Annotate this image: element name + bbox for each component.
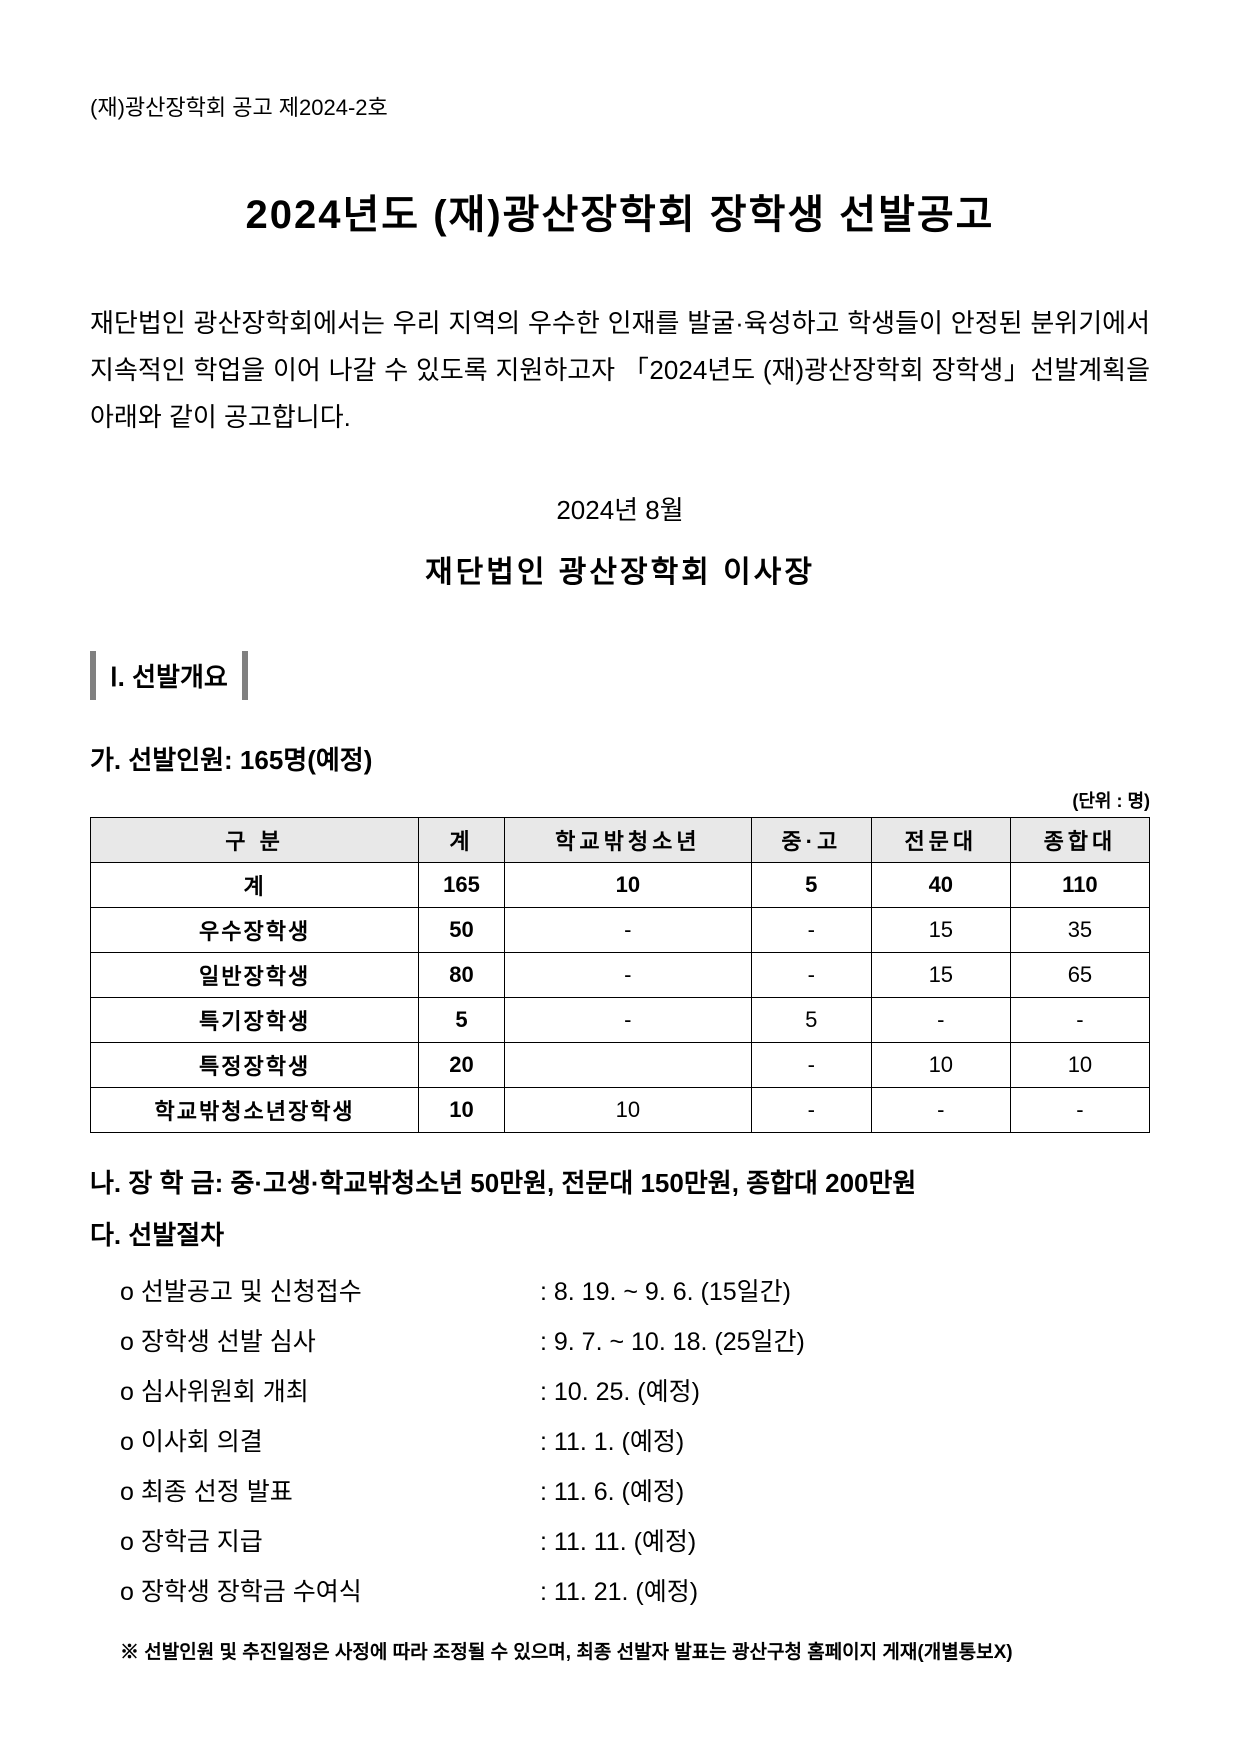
table-cell: 계: [91, 863, 419, 908]
procedure-label: o 최종 선정 발표: [120, 1467, 540, 1517]
table-header: 전문대: [871, 818, 1010, 863]
procedure-label: o 장학생 선발 심사: [120, 1317, 540, 1367]
procedure-item: o 장학생 선발 심사 : 9. 7. ~ 10. 18. (25일간): [120, 1317, 1150, 1367]
table-cell: [504, 1043, 751, 1088]
procedure-list: o 선발공고 및 신청접수 : 8. 19. ~ 9. 6. (15일간) o …: [90, 1267, 1150, 1617]
procedure-date: : 9. 7. ~ 10. 18. (25일간): [540, 1317, 1150, 1367]
table-cell: 35: [1010, 908, 1149, 953]
procedure-date: : 11. 6. (예정): [540, 1467, 1150, 1517]
table-cell: 특기장학생: [91, 998, 419, 1043]
table-cell: 10: [1010, 1043, 1149, 1088]
table-row: 학교밖청소년장학생 10 10 - - -: [91, 1088, 1150, 1133]
subsection-a: 가. 선발인원: 165명(예정): [90, 740, 1150, 777]
table-cell: -: [1010, 1088, 1149, 1133]
table-cell: 10: [504, 1088, 751, 1133]
table-cell: 15: [871, 908, 1010, 953]
page-title: 2024년도 (재)광산장학회 장학생 선발공고: [90, 182, 1150, 240]
table-row: 일반장학생 80 - - 15 65: [91, 953, 1150, 998]
procedure-label: o 장학금 지급: [120, 1517, 540, 1567]
procedure-item: o 이사회 의결 : 11. 1. (예정): [120, 1417, 1150, 1467]
footnote: ※ 선발인원 및 추진일정은 사정에 따라 조정될 수 있으며, 최종 선발자 …: [90, 1637, 1150, 1664]
table-header: 계: [419, 818, 505, 863]
procedure-date: : 8. 19. ~ 9. 6. (15일간): [540, 1267, 1150, 1317]
procedure-item: o 선발공고 및 신청접수 : 8. 19. ~ 9. 6. (15일간): [120, 1267, 1150, 1317]
table-cell: 5: [751, 998, 871, 1043]
procedure-label: o 장학생 장학금 수여식: [120, 1567, 540, 1617]
section-heading-1: Ⅰ. 선발개요: [90, 651, 248, 700]
table-cell: -: [504, 908, 751, 953]
table-cell: 10: [871, 1043, 1010, 1088]
table-cell: 우수장학생: [91, 908, 419, 953]
table-cell: 특정장학생: [91, 1043, 419, 1088]
table-unit-label: (단위 : 명): [90, 787, 1150, 813]
table-cell: -: [751, 1088, 871, 1133]
table-header: 학교밖청소년: [504, 818, 751, 863]
table-cell: 50: [419, 908, 505, 953]
signatory: 재단법인 광산장학회 이사장: [90, 547, 1150, 591]
table-cell: 학교밖청소년장학생: [91, 1088, 419, 1133]
procedure-date: : 11. 1. (예정): [540, 1417, 1150, 1467]
procedure-label: o 선발공고 및 신청접수: [120, 1267, 540, 1317]
table-cell: 40: [871, 863, 1010, 908]
procedure-label: o 심사위원회 개최: [120, 1367, 540, 1417]
procedure-item: o 장학생 장학금 수여식 : 11. 21. (예정): [120, 1567, 1150, 1617]
procedure-item: o 최종 선정 발표 : 11. 6. (예정): [120, 1467, 1150, 1517]
table-header: 구 분: [91, 818, 419, 863]
table-header: 종합대: [1010, 818, 1149, 863]
table-cell: -: [751, 908, 871, 953]
table-row: 특기장학생 5 - 5 - -: [91, 998, 1150, 1043]
procedure-label: o 이사회 의결: [120, 1417, 540, 1467]
table-cell: -: [751, 953, 871, 998]
table-cell: -: [1010, 998, 1149, 1043]
subsection-b: 나. 장 학 금: 중·고생·학교밖청소년 50만원, 전문대 150만원, 종…: [90, 1163, 1150, 1200]
table-cell: 15: [871, 953, 1010, 998]
table-row: 특정장학생 20 - 10 10: [91, 1043, 1150, 1088]
table-cell: 165: [419, 863, 505, 908]
table-cell: 10: [504, 863, 751, 908]
table-cell: -: [504, 953, 751, 998]
date-line: 2024년 8월: [90, 490, 1150, 527]
intro-paragraph: 재단법인 광산장학회에서는 우리 지역의 우수한 인재를 발굴·육성하고 학생들…: [90, 300, 1150, 440]
table-header-row: 구 분 계 학교밖청소년 중·고 전문대 종합대: [91, 818, 1150, 863]
table-cell: 5: [419, 998, 505, 1043]
procedure-item: o 심사위원회 개최 : 10. 25. (예정): [120, 1367, 1150, 1417]
procedure-item: o 장학금 지급 : 11. 11. (예정): [120, 1517, 1150, 1567]
table-cell: -: [751, 1043, 871, 1088]
table-cell: 80: [419, 953, 505, 998]
table-cell: -: [504, 998, 751, 1043]
table-header: 중·고: [751, 818, 871, 863]
procedure-date: : 10. 25. (예정): [540, 1367, 1150, 1417]
table-cell: -: [871, 1088, 1010, 1133]
table-cell: 110: [1010, 863, 1149, 908]
table-cell: 65: [1010, 953, 1149, 998]
procedure-date: : 11. 21. (예정): [540, 1567, 1150, 1617]
table-cell: 20: [419, 1043, 505, 1088]
procedure-date: : 11. 11. (예정): [540, 1517, 1150, 1567]
table-cell: 10: [419, 1088, 505, 1133]
table-cell: 일반장학생: [91, 953, 419, 998]
document-number: (재)광산장학회 공고 제2024-2호: [90, 90, 1150, 122]
table-row: 우수장학생 50 - - 15 35: [91, 908, 1150, 953]
selection-table: 구 분 계 학교밖청소년 중·고 전문대 종합대 계 165 10 5 40 1…: [90, 817, 1150, 1133]
table-row: 계 165 10 5 40 110: [91, 863, 1150, 908]
table-cell: -: [871, 998, 1010, 1043]
table-cell: 5: [751, 863, 871, 908]
subsection-c: 다. 선발절차: [90, 1215, 1150, 1252]
